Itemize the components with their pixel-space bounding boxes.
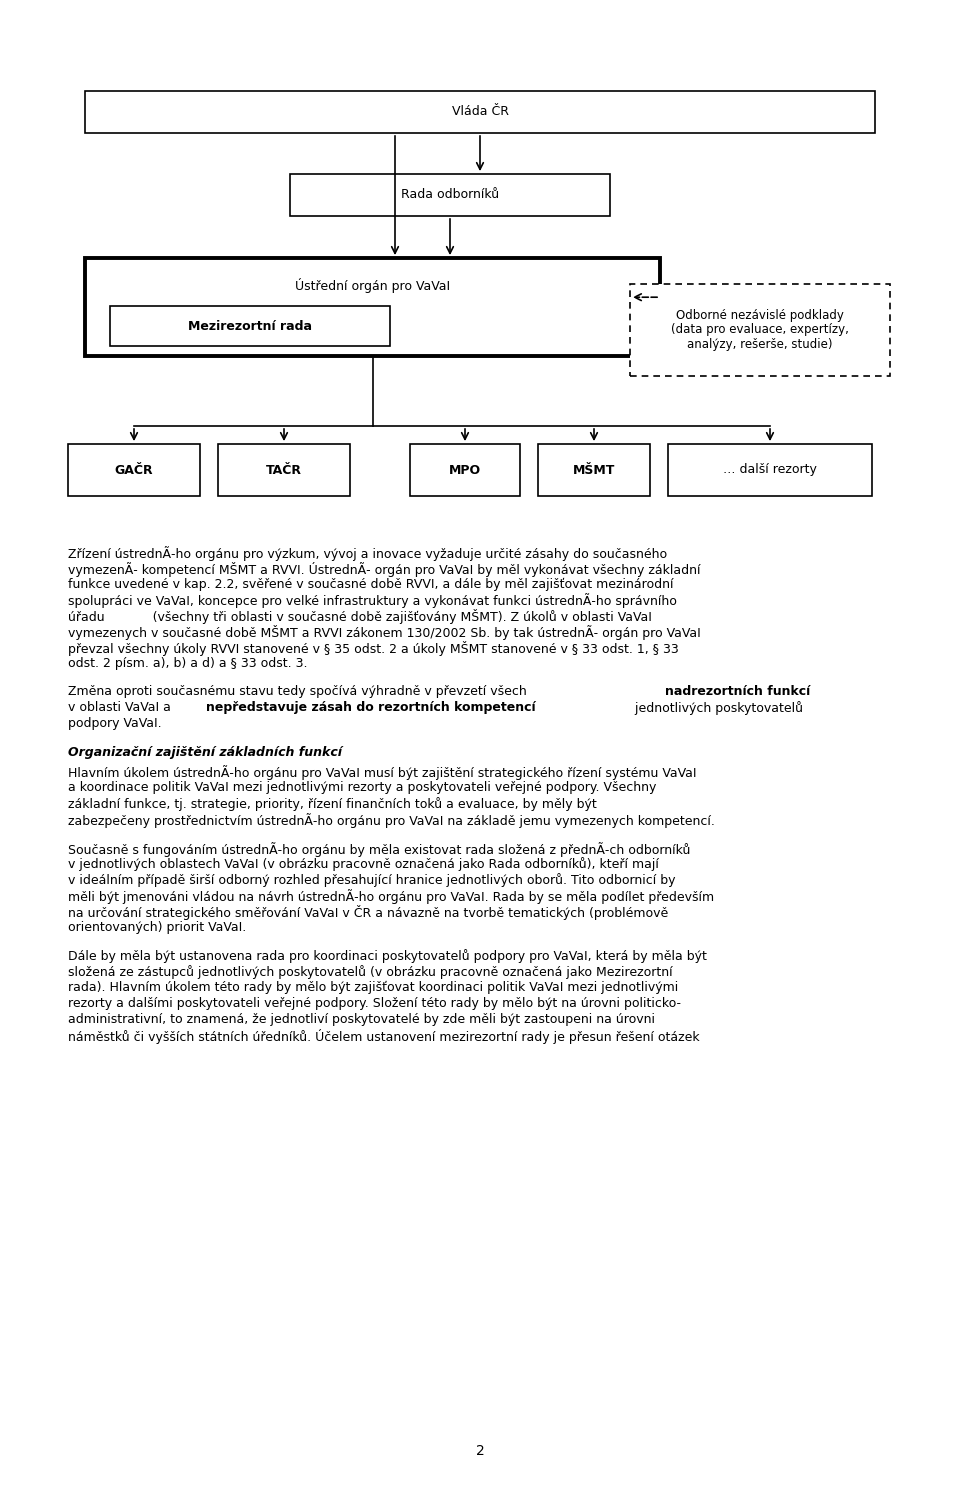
Text: jednotlivých poskytovatelů: jednotlivých poskytovatelů <box>632 701 804 716</box>
Text: a koordinace politik VaVaI mezi jednotlivými rezorty a poskytovateli veřejné pod: a koordinace politik VaVaI mezi jednotli… <box>68 781 657 795</box>
Text: rezorty a dalšími poskytovateli veřejné podpory. Složení této rady by mělo být n: rezorty a dalšími poskytovateli veřejné … <box>68 997 681 1010</box>
Text: vymezenych v současné době MŠMT a RVVI zákonem 130/2002 Sb. by tak ústrednÃ­ org: vymezenych v současné době MŠMT a RVVI z… <box>68 625 701 640</box>
Text: Současně s fungováním ústrednÃ­ho orgánu by měla existovat rada složená z přednÃ: Současně s fungováním ústrednÃ­ho orgánu… <box>68 842 690 857</box>
Text: Mezirezortní rada: Mezirezortní rada <box>188 320 312 332</box>
Text: vymezenÃ­ kompetencí MŠMT a RVVI. ÚstrednÃ­ orgán pro VaVaI by měl vykonávat vše: vymezenÃ­ kompetencí MŠMT a RVVI. Ústred… <box>68 562 701 577</box>
Text: MŠMT: MŠMT <box>573 463 615 476</box>
FancyBboxPatch shape <box>290 174 610 216</box>
Text: podpory VaVaI.: podpory VaVaI. <box>68 717 161 731</box>
Text: v jednotlivých oblastech VaVaI (v obrázku pracovně označená jako Rada odborníků): v jednotlivých oblastech VaVaI (v obrázk… <box>68 857 659 872</box>
FancyBboxPatch shape <box>630 284 890 376</box>
Text: náměstků či vyšších státních úředníků. Účelem ustanovení mezirezortní rady je př: náměstků či vyšších státních úředníků. Ú… <box>68 1028 700 1043</box>
FancyBboxPatch shape <box>85 257 660 356</box>
Text: základní funkce, tj. strategie, priority, řízení finančních toků a evaluace, by : základní funkce, tj. strategie, priority… <box>68 798 597 811</box>
Text: Zřízení ústrednÃ­ho orgánu pro výzkum, vývoj a inovace vyžaduje určité zásahy do: Zřízení ústrednÃ­ho orgánu pro výzkum, v… <box>68 546 667 561</box>
Text: GAČR: GAČR <box>114 463 154 476</box>
Text: složená ze zástupců jednotlivých poskytovatelů (v obrázku pracovně označená jako: složená ze zástupců jednotlivých poskyto… <box>68 966 673 979</box>
Text: nadrezortních funkcí: nadrezortních funkcí <box>665 686 810 698</box>
Text: orientovaných) priorit VaVaI.: orientovaných) priorit VaVaI. <box>68 921 247 933</box>
Text: administrativní, to znamená, že jednotliví poskytovatelé by zde měli být zastoup: administrativní, to znamená, že jednotli… <box>68 1013 655 1025</box>
FancyBboxPatch shape <box>68 443 200 496</box>
Text: TAČR: TAČR <box>266 463 302 476</box>
Text: zabezpečeny prostřednictvím ústrednÃ­ho orgánu pro VaVaI na základě jemu vymezen: zabezpečeny prostřednictvím ústrednÃ­ho … <box>68 812 715 827</box>
Text: v oblasti VaVaI a: v oblasti VaVaI a <box>68 701 175 714</box>
Text: úřadu            (všechny tři oblasti v současné době zajišťovány MŠMT). Z úkolů: úřadu (všechny tři oblasti v současné do… <box>68 609 652 623</box>
FancyBboxPatch shape <box>85 91 875 132</box>
Text: Ústřední orgán pro VaVaI: Ústřední orgán pro VaVaI <box>295 278 450 293</box>
Text: nepředstavuje zásah do rezortních kompetencí: nepředstavuje zásah do rezortních kompet… <box>205 701 536 714</box>
FancyBboxPatch shape <box>110 307 390 347</box>
FancyBboxPatch shape <box>410 443 520 496</box>
Text: na určování strategického směřování VaVaI v ČR a návazně na tvorbě tematických (: na určování strategického směřování VaVa… <box>68 905 668 920</box>
Text: Vláda ČR: Vláda ČR <box>451 106 509 119</box>
Text: (data pro evaluace, expertízy,: (data pro evaluace, expertízy, <box>671 323 849 336</box>
Text: MPO: MPO <box>449 463 481 476</box>
Text: 2: 2 <box>475 1443 485 1458</box>
Text: Dále by měla být ustanovena rada pro koordinaci poskytovatelů podpory pro VaVaI,: Dále by měla být ustanovena rada pro koo… <box>68 949 707 963</box>
Text: analýzy, rešerše, studie): analýzy, rešerše, studie) <box>687 338 832 351</box>
Text: v ideálním případě širší odborný rozhled přesahující hranice jednotlivých oborů.: v ideálním případě širší odborný rozhled… <box>68 873 676 887</box>
FancyBboxPatch shape <box>218 443 350 496</box>
Text: Organizační zajištění základních funkcí: Organizační zajištění základních funkcí <box>68 745 342 759</box>
Text: rada). Hlavním úkolem této rady by mělo být zajišťovat koordinaci politik VaVaI : rada). Hlavním úkolem této rady by mělo … <box>68 981 679 994</box>
Text: převzal všechny úkoly RVVI stanovené v § 35 odst. 2 a úkoly MŠMT stanovené v § 3: převzal všechny úkoly RVVI stanovené v §… <box>68 641 679 656</box>
Text: spolupráci ve VaVaI, koncepce pro velké infrastruktury a vykonávat funkci ústred: spolupráci ve VaVaI, koncepce pro velké … <box>68 594 677 609</box>
Text: odst. 2 písm. a), b) a d) a § 33 odst. 3.: odst. 2 písm. a), b) a d) a § 33 odst. 3… <box>68 656 307 670</box>
Text: Změna oproti současnému stavu tedy spočívá výhradně v převzetí všech: Změna oproti současnému stavu tedy spočí… <box>68 686 531 698</box>
Text: Hlavním úkolem ústrednÃ­ho orgánu pro VaVaI musí být zajištění strategického říz: Hlavním úkolem ústrednÃ­ho orgánu pro Va… <box>68 765 697 781</box>
Text: měli být jmenováni vládou na návrh ústrednÃ­ho orgánu pro VaVaI. Rada by se měla: měli být jmenováni vládou na návrh ústre… <box>68 890 714 905</box>
FancyBboxPatch shape <box>668 443 872 496</box>
Text: funkce uvedené v kap. 2.2, svěřené v současné době RVVI, a dále by měl zajišťova: funkce uvedené v kap. 2.2, svěřené v sou… <box>68 577 674 591</box>
Text: Rada odborníků: Rada odborníků <box>401 189 499 201</box>
FancyBboxPatch shape <box>538 443 650 496</box>
Text: Odborné nezávislé podklady: Odborné nezávislé podklady <box>676 310 844 321</box>
Text: … další rezorty: … další rezorty <box>723 463 817 476</box>
